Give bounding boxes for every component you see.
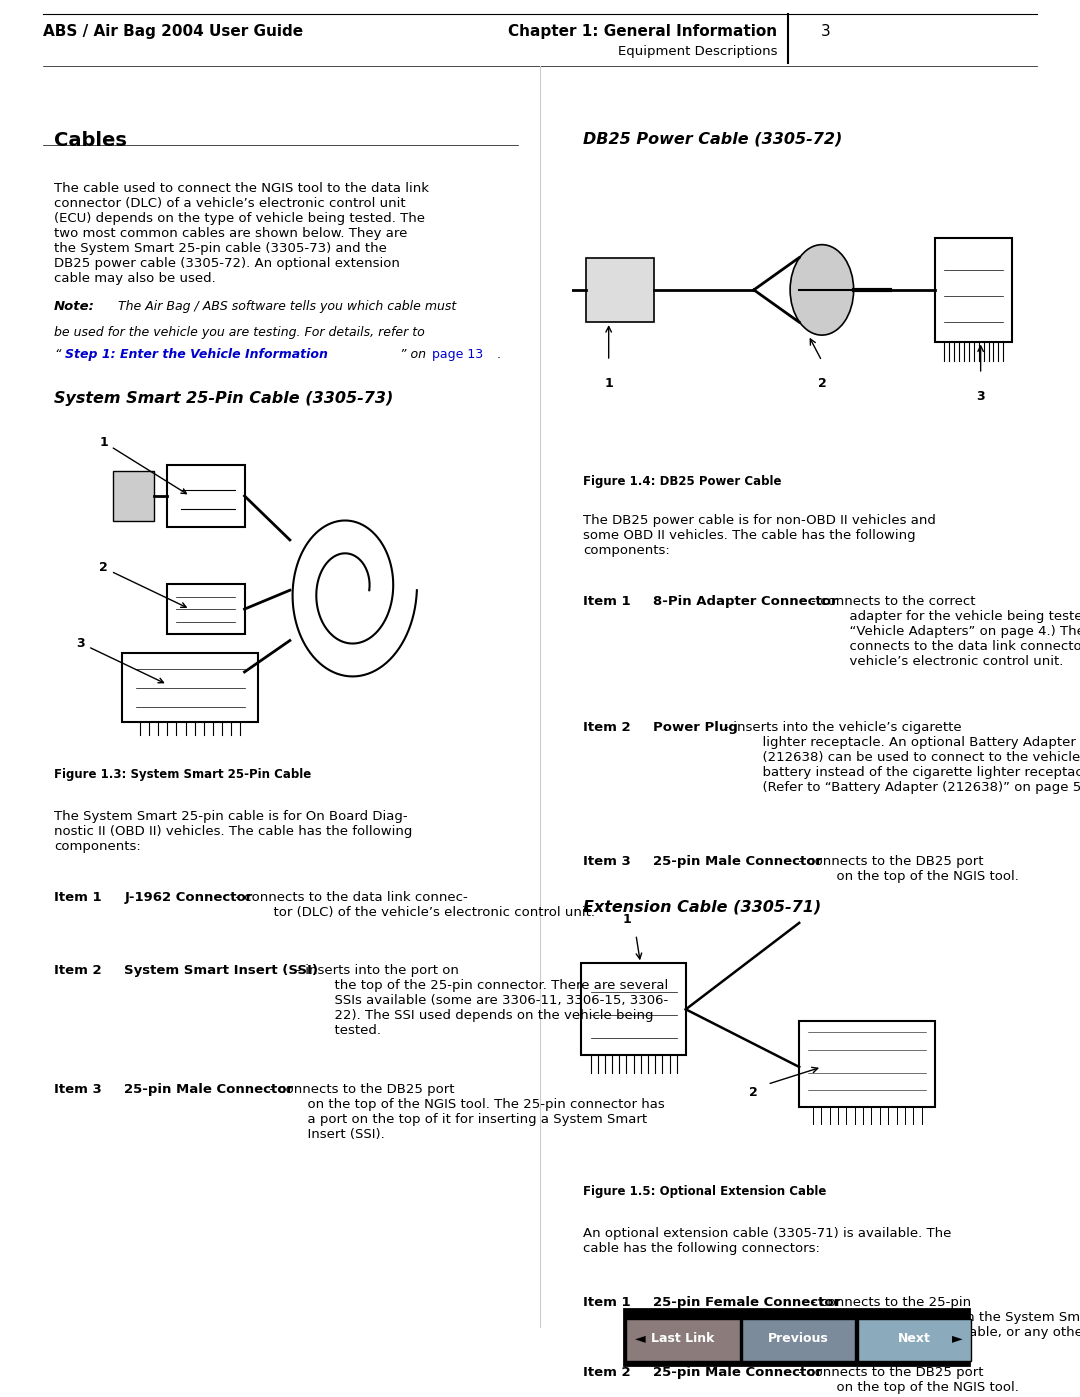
Text: Item 2: Item 2 bbox=[583, 1366, 631, 1379]
Text: - inserts into the port on
          the top of the 25-pin connector. There are : - inserts into the port on the top of th… bbox=[292, 964, 667, 1037]
Text: The DB25 power cable is for non-OBD II vehicles and
some OBD II vehicles. The ca: The DB25 power cable is for non-OBD II v… bbox=[583, 514, 936, 557]
Text: Item 3: Item 3 bbox=[54, 1083, 102, 1095]
Text: 3: 3 bbox=[976, 390, 985, 402]
FancyBboxPatch shape bbox=[858, 1319, 971, 1361]
Text: - inserts into the vehicle’s cigarette
          lighter receptacle. An optional: - inserts into the vehicle’s cigarette l… bbox=[720, 721, 1080, 793]
Text: System Smart 25-Pin Cable (3305-73): System Smart 25-Pin Cable (3305-73) bbox=[54, 391, 393, 407]
Text: Note:: Note: bbox=[54, 300, 95, 313]
Text: Item 1: Item 1 bbox=[54, 891, 102, 904]
Text: The cable used to connect the NGIS tool to the data link
connector (DLC) of a ve: The cable used to connect the NGIS tool … bbox=[54, 182, 429, 285]
Text: - connects to the DB25 port
          on the top of the NGIS tool.: - connects to the DB25 port on the top o… bbox=[794, 855, 1018, 883]
Text: An optional extension cable (3305-71) is available. The
cable has the following : An optional extension cable (3305-71) is… bbox=[583, 1227, 951, 1255]
Text: Item 3: Item 3 bbox=[583, 855, 631, 868]
Text: 3: 3 bbox=[821, 24, 831, 39]
Text: Next: Next bbox=[897, 1331, 931, 1345]
Text: Item 1: Item 1 bbox=[583, 1296, 631, 1309]
Text: 2: 2 bbox=[750, 1085, 758, 1099]
Text: - connects to the DB25 port
          on the top of the NGIS tool.: - connects to the DB25 port on the top o… bbox=[794, 1366, 1018, 1394]
Text: 3: 3 bbox=[77, 637, 163, 683]
Text: “: “ bbox=[54, 348, 60, 360]
Text: 25-pin Male Connector: 25-pin Male Connector bbox=[653, 1366, 823, 1379]
Text: 1: 1 bbox=[605, 377, 613, 390]
Text: be used for the vehicle you are testing. For details, refer to: be used for the vehicle you are testing.… bbox=[54, 326, 424, 338]
Text: 8-Pin Adapter Connector: 8-Pin Adapter Connector bbox=[653, 595, 838, 608]
Text: System Smart Insert (SSI): System Smart Insert (SSI) bbox=[124, 964, 319, 977]
Text: DB25 Power Cable (3305-72): DB25 Power Cable (3305-72) bbox=[583, 131, 842, 147]
FancyBboxPatch shape bbox=[626, 1319, 740, 1361]
Text: Previous: Previous bbox=[768, 1331, 829, 1345]
Circle shape bbox=[791, 244, 853, 335]
Text: Item 1: Item 1 bbox=[583, 595, 631, 608]
Text: ◄: ◄ bbox=[635, 1331, 646, 1345]
Text: 25-pin Male Connector: 25-pin Male Connector bbox=[124, 1083, 294, 1095]
Text: Last Link: Last Link bbox=[651, 1331, 715, 1345]
Text: - connects to the correct
          adapter for the vehicle being tested. (Refer: - connects to the correct adapter for th… bbox=[808, 595, 1080, 668]
Text: ” on: ” on bbox=[400, 348, 430, 360]
Text: Item 2: Item 2 bbox=[54, 964, 102, 977]
Text: Item 2: Item 2 bbox=[583, 721, 631, 733]
Text: - connects to the DB25 port
          on the top of the NGIS tool. The 25-pin co: - connects to the DB25 port on the top o… bbox=[265, 1083, 664, 1141]
Text: Cables: Cables bbox=[54, 131, 126, 151]
Text: Step 1: Enter the Vehicle Information: Step 1: Enter the Vehicle Information bbox=[65, 348, 327, 360]
Polygon shape bbox=[586, 257, 654, 323]
FancyBboxPatch shape bbox=[742, 1319, 855, 1361]
Text: 2: 2 bbox=[818, 377, 826, 390]
Text: page 13: page 13 bbox=[432, 348, 483, 360]
Text: .: . bbox=[497, 348, 501, 360]
Text: The System Smart 25-pin cable is for On Board Diag-
nostic II (OBD II) vehicles.: The System Smart 25-pin cable is for On … bbox=[54, 810, 413, 854]
Text: Power Plug: Power Plug bbox=[653, 721, 739, 733]
Text: Equipment Descriptions: Equipment Descriptions bbox=[618, 45, 778, 57]
Text: Chapter 1: General Information: Chapter 1: General Information bbox=[509, 24, 778, 39]
Text: ABS / Air Bag 2004 User Guide: ABS / Air Bag 2004 User Guide bbox=[43, 24, 303, 39]
Text: - connects to the 25-pin
          male connector on the System Smart 25-pin cab: - connects to the 25-pin male connector … bbox=[808, 1296, 1080, 1355]
Text: Figure 1.5: Optional Extension Cable: Figure 1.5: Optional Extension Cable bbox=[583, 1185, 826, 1197]
Text: - connects to the data link connec-
          tor (DLC) of the vehicle’s electro: - connects to the data link connec- tor … bbox=[231, 891, 595, 919]
Text: Figure 1.3: System Smart 25-Pin Cable: Figure 1.3: System Smart 25-Pin Cable bbox=[54, 768, 311, 781]
Text: The Air Bag / ABS software tells you which cable must: The Air Bag / ABS software tells you whi… bbox=[110, 300, 457, 313]
Text: 1: 1 bbox=[99, 436, 187, 493]
Polygon shape bbox=[113, 471, 153, 521]
Text: J-1962 Connector: J-1962 Connector bbox=[124, 891, 253, 904]
Text: 25-pin Female Connector: 25-pin Female Connector bbox=[653, 1296, 840, 1309]
Text: 2: 2 bbox=[99, 562, 186, 608]
FancyBboxPatch shape bbox=[624, 1309, 969, 1365]
Text: 1: 1 bbox=[622, 912, 631, 926]
Text: ►: ► bbox=[951, 1331, 962, 1345]
Text: Extension Cable (3305-71): Extension Cable (3305-71) bbox=[583, 900, 822, 915]
Text: 25-pin Male Connector: 25-pin Male Connector bbox=[653, 855, 823, 868]
Text: Figure 1.4: DB25 Power Cable: Figure 1.4: DB25 Power Cable bbox=[583, 475, 782, 488]
